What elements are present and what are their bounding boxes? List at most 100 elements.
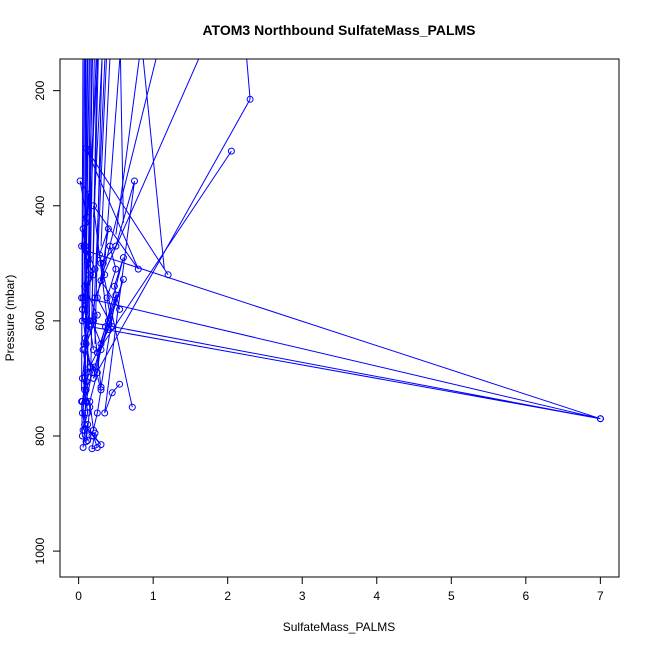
data-point	[86, 323, 94, 331]
data-point	[90, 202, 97, 210]
data-point	[97, 386, 105, 394]
data-point	[79, 346, 87, 354]
series-line-2	[81, 250, 601, 420]
data-point	[131, 177, 138, 185]
chart-title: ATOM3 Northbound SulfateMass_PALMS	[202, 22, 475, 38]
data-point	[108, 389, 116, 397]
data-point	[78, 294, 86, 302]
offscreen-line-18	[107, 59, 157, 252]
offscreen-line-20	[246, 59, 251, 100]
data-point	[101, 271, 109, 279]
data-point	[78, 242, 86, 250]
offscreen-line-9	[88, 59, 95, 333]
data-point	[93, 294, 101, 302]
offscreen-line-17	[115, 59, 140, 235]
data-point	[84, 437, 92, 445]
offscreen-line-12	[96, 59, 107, 264]
data-point	[93, 311, 101, 319]
series-line-3	[100, 180, 135, 414]
plot-frame	[59, 58, 620, 578]
data-point	[91, 265, 99, 273]
offscreen-line-13	[100, 59, 111, 247]
offscreen-line-16	[94, 59, 103, 344]
data-point	[81, 426, 89, 434]
data-point	[82, 294, 90, 302]
x-tick-label: 3	[299, 589, 306, 603]
y-tick-label: 200	[33, 80, 47, 100]
offscreen-line-27	[84, 59, 86, 264]
data-point	[119, 275, 127, 283]
data-point	[78, 305, 86, 313]
x-tick-label: 5	[448, 589, 455, 603]
data-point	[93, 369, 101, 377]
data-point	[596, 415, 604, 423]
offscreen-line-19	[100, 59, 200, 281]
x-tick-label: 4	[373, 589, 380, 603]
x-tick-label: 1	[150, 589, 157, 603]
data-point	[91, 294, 99, 302]
data-point	[134, 265, 142, 273]
offscreen-line-23	[93, 59, 106, 321]
y-tick-label: 400	[33, 195, 47, 215]
offscreen-line-21	[142, 59, 165, 270]
data-point	[78, 317, 86, 325]
data-point	[78, 409, 86, 417]
data-point	[97, 277, 105, 285]
offscreen-line-8	[84, 59, 87, 425]
offscreen-line-24	[104, 59, 121, 264]
data-point	[104, 317, 112, 325]
data-point	[97, 259, 105, 267]
data-point	[104, 225, 112, 233]
y-tick-label: 800	[33, 426, 47, 446]
y-axis: 200 400 600 800 1000	[33, 80, 61, 564]
data-point	[112, 242, 120, 250]
data-point	[99, 259, 107, 267]
data-point	[112, 265, 120, 273]
data-point	[116, 380, 124, 388]
data-point	[82, 340, 90, 348]
data-point	[90, 317, 97, 325]
data-point	[101, 409, 109, 417]
x-tick-label: 0	[75, 589, 82, 603]
data-point	[76, 177, 84, 185]
data-point	[85, 271, 93, 279]
data-point	[164, 271, 172, 279]
x-axis: 0 1 2 3 4 5 6 7	[75, 576, 604, 603]
data-point	[90, 374, 97, 382]
series-line-5	[85, 99, 251, 391]
data-point	[116, 305, 124, 313]
offscreen-line-22	[119, 59, 124, 224]
data-point	[86, 363, 94, 371]
data-point	[82, 369, 90, 377]
data-point	[79, 444, 87, 451]
x-tick-label: 7	[597, 589, 604, 603]
x-tick-label: 6	[522, 589, 529, 603]
data-point	[227, 147, 235, 155]
data-point	[93, 349, 101, 356]
data-point	[82, 144, 90, 152]
data-point	[78, 374, 86, 382]
data-point	[91, 429, 99, 437]
y-axis-label: Pressure (mbar)	[3, 275, 17, 362]
data-point	[93, 444, 101, 451]
plot-points	[76, 95, 604, 453]
data-point	[78, 398, 86, 405]
data-point	[83, 317, 91, 325]
data-point	[112, 291, 120, 299]
plot-lines	[79, 59, 601, 450]
data-point	[86, 398, 94, 405]
offscreen-line-10	[81, 59, 84, 390]
data-point	[103, 294, 111, 302]
data-point	[128, 403, 136, 411]
data-point	[79, 225, 87, 233]
y-tick-label: 600	[33, 311, 47, 331]
data-point	[88, 445, 96, 453]
data-point	[84, 254, 92, 262]
data-point	[91, 363, 99, 371]
data-point	[246, 95, 254, 103]
data-point	[97, 383, 105, 391]
y-tick-label: 1000	[33, 537, 47, 564]
data-point	[82, 398, 90, 405]
x-tick-label: 2	[224, 589, 231, 603]
